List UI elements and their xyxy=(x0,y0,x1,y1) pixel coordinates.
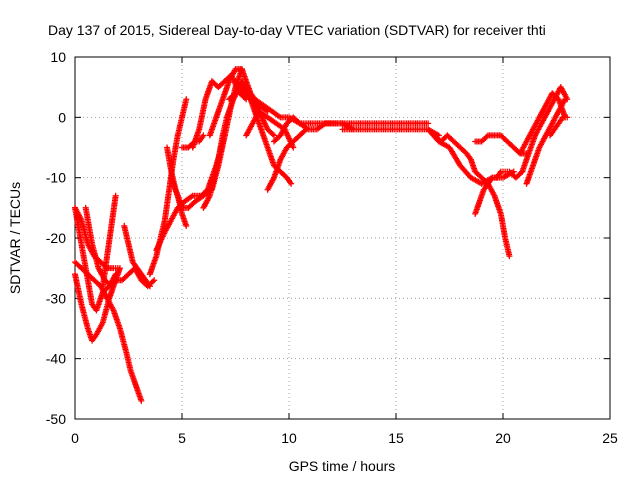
data-point xyxy=(483,133,490,140)
y-tick-label: -20 xyxy=(46,230,66,246)
y-tick-label: 10 xyxy=(50,49,66,65)
series-track-21 xyxy=(243,90,432,127)
data-point xyxy=(183,96,190,103)
data-point xyxy=(149,278,156,285)
data-point xyxy=(425,120,432,127)
series-track-24 xyxy=(431,132,513,260)
series-track-25 xyxy=(472,168,526,217)
series-track-30 xyxy=(547,114,571,139)
series-track-28 xyxy=(519,84,571,175)
x-tick-label: 0 xyxy=(71,430,79,446)
series-track-26 xyxy=(472,132,530,157)
data-point xyxy=(146,283,153,290)
data-point xyxy=(145,281,152,288)
series-track-29 xyxy=(523,96,569,187)
data-point xyxy=(564,114,571,121)
series-track-4 xyxy=(82,204,123,290)
series-track-19 xyxy=(264,126,310,193)
x-tick-label: 10 xyxy=(281,430,297,446)
x-tick-label: 5 xyxy=(178,430,186,446)
data-point xyxy=(138,397,145,404)
data-point xyxy=(116,265,123,272)
data-point xyxy=(562,96,569,103)
data-point xyxy=(183,222,190,229)
data-point xyxy=(200,132,207,139)
data-point xyxy=(151,277,158,284)
y-tick-label: -10 xyxy=(46,170,66,186)
data-point xyxy=(271,132,278,139)
y-axis-label: SDTVAR / TECUs xyxy=(7,182,23,294)
x-tick-label: 20 xyxy=(495,430,511,446)
series-track-11 xyxy=(168,174,190,229)
y-tick-label: -30 xyxy=(46,290,66,306)
x-tick-label: 15 xyxy=(388,430,404,446)
y-tick-label: 0 xyxy=(58,109,66,125)
chart-title: Day 137 of 2015, Sidereal Day-to-day VTE… xyxy=(48,22,546,38)
x-axis-label: GPS time / hours xyxy=(289,458,396,474)
data-point xyxy=(506,253,513,260)
x-tick-label: 25 xyxy=(602,430,618,446)
data-point xyxy=(290,144,297,151)
y-tick-label: -50 xyxy=(46,411,66,427)
axis-ticks: 0 5 10 15 20 25 -50 -40 -30 -20 -10 0 10 xyxy=(46,49,618,446)
data-point xyxy=(269,131,276,138)
series-track-6 xyxy=(99,192,119,290)
y-tick-label: -40 xyxy=(46,351,66,367)
series-track-7 xyxy=(121,222,153,290)
data-points xyxy=(72,66,571,404)
data-point xyxy=(288,180,295,187)
data-point xyxy=(112,192,119,199)
